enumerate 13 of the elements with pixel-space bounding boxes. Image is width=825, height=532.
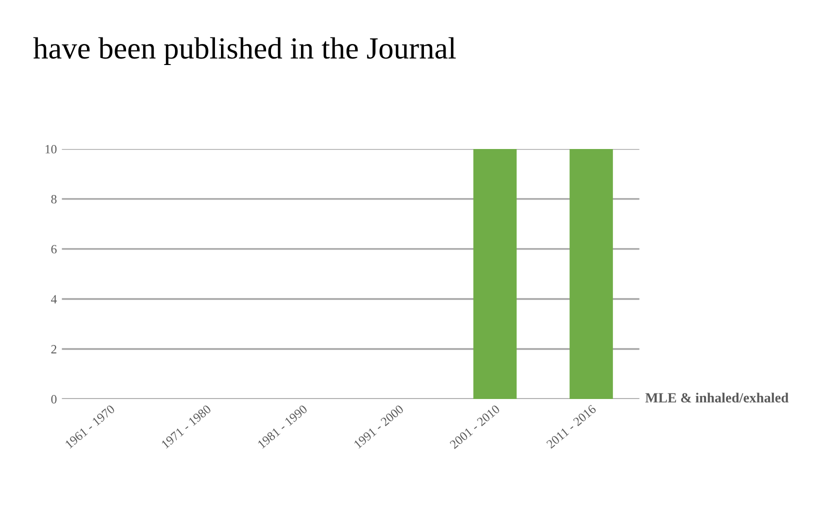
x-tick-label: 1961 - 1970 — [64, 404, 116, 449]
y-tick-label: 0 — [51, 395, 57, 404]
y-tick-label: 10 — [46, 144, 57, 154]
x-tick-label: 1971 - 1980 — [161, 404, 212, 449]
x-tick-label: 2001 - 2010 — [449, 404, 500, 450]
chart-title: have been published in the Journal — [33, 37, 456, 65]
y-tick-label: 6 — [51, 245, 57, 254]
y-tick-label: 2 — [51, 345, 56, 354]
text: MLE & inhaled/exhaled — [645, 392, 789, 402]
y-tick-label: 8 — [51, 194, 57, 204]
y-tick-label: 4 — [51, 295, 57, 304]
x-tick-label: 1981 - 1990 — [257, 404, 308, 449]
x-tick-label: 1991 - 2000 — [354, 404, 404, 449]
